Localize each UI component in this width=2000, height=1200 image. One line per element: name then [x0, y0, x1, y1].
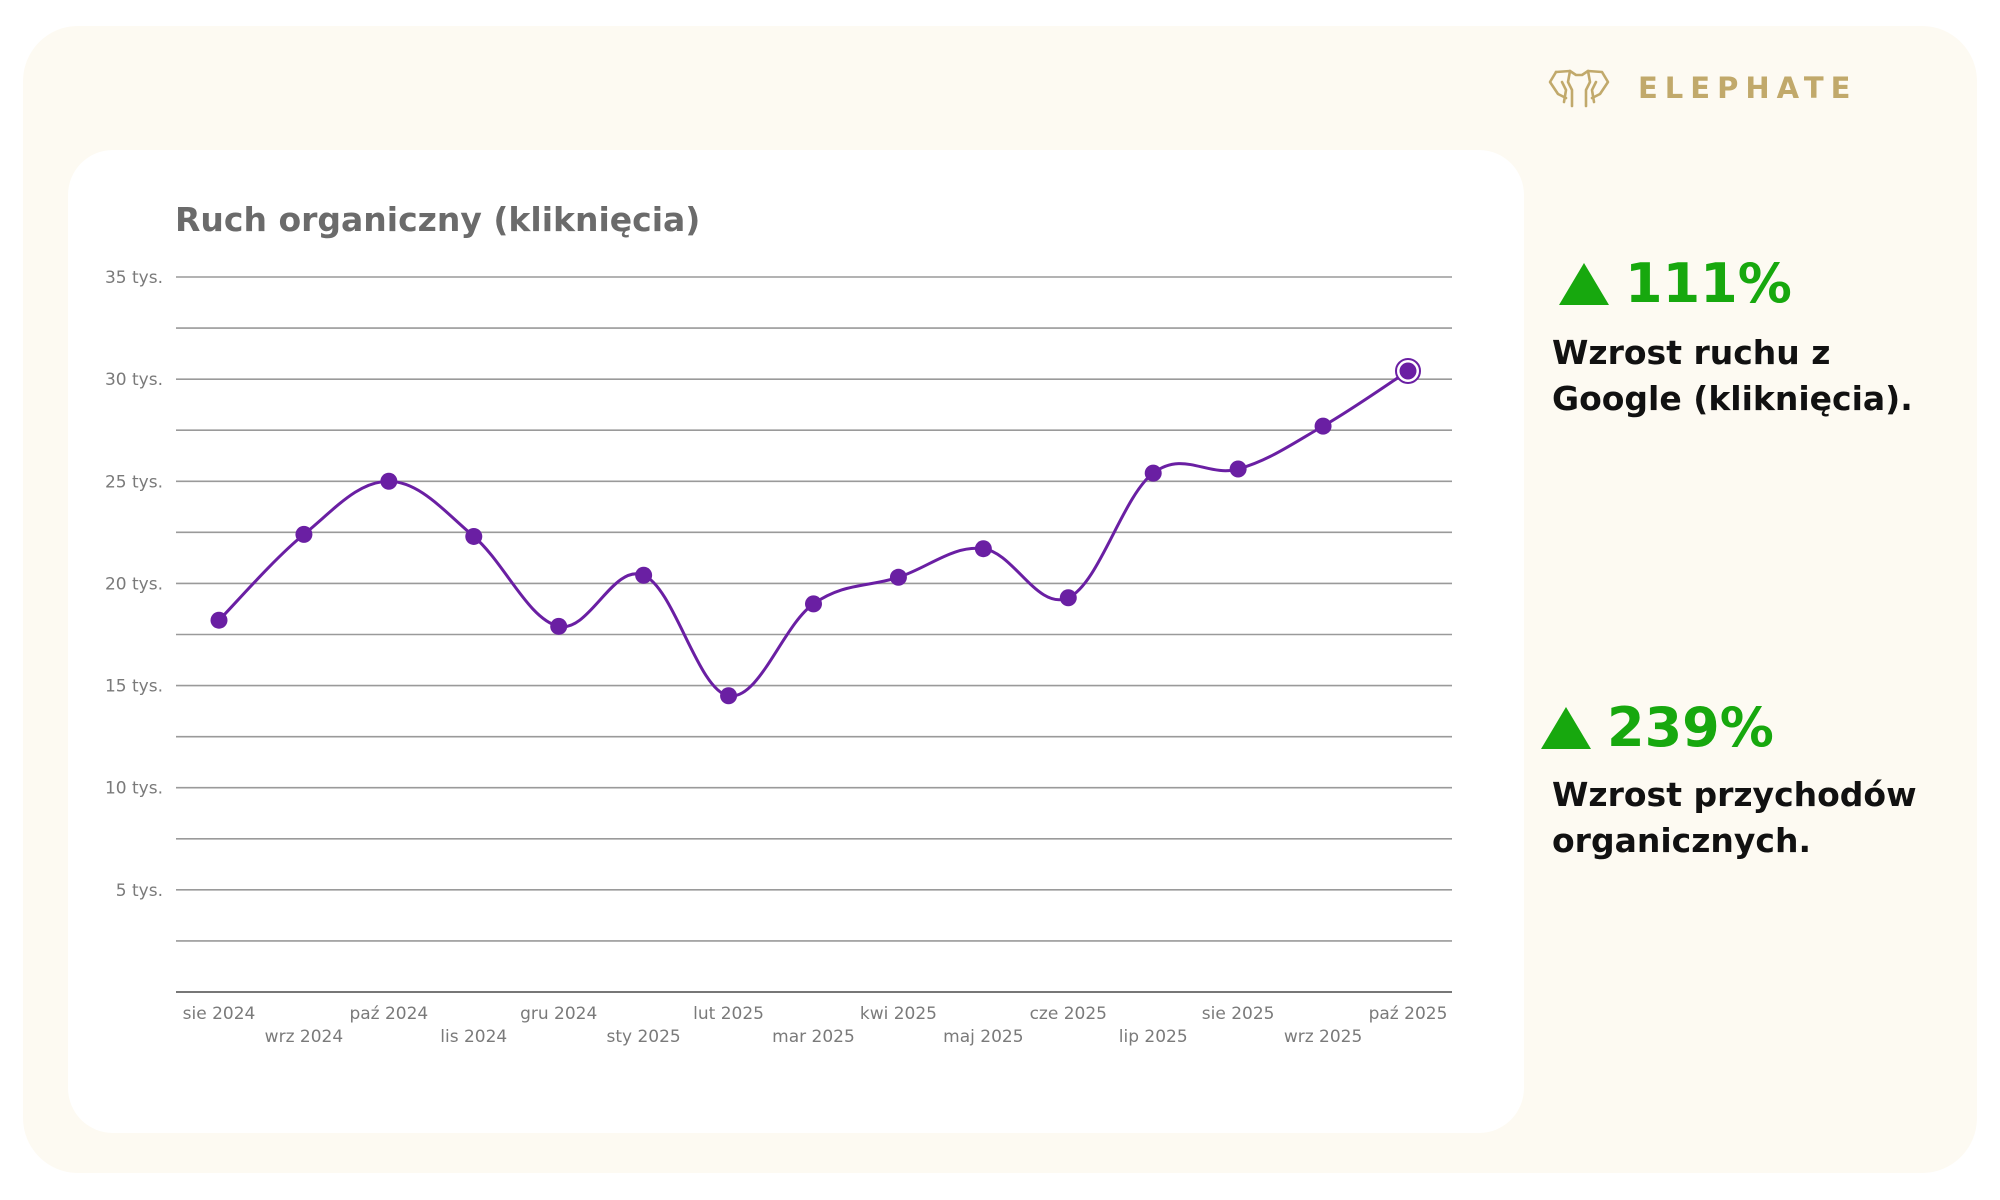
- x-tick-label: gru 2024: [520, 1004, 597, 1024]
- data-point: [1059, 589, 1077, 607]
- data-point: [465, 527, 483, 545]
- data-point: [1229, 460, 1247, 478]
- x-tick-label: wrz 2024: [265, 1027, 343, 1047]
- data-point: [550, 617, 568, 635]
- x-tick-label: lip 2025: [1119, 1027, 1188, 1047]
- series-line: [217, 369, 1409, 698]
- triangle-up-icon: [1541, 706, 1591, 749]
- stat-desc-line: Google (kliknięcia).: [1552, 379, 1913, 418]
- data-point: [805, 595, 822, 613]
- x-tick-label: lut 2025: [693, 1004, 764, 1024]
- data-point: [1144, 464, 1162, 482]
- y-tick-label: 25 tys.: [105, 472, 163, 492]
- data-point: [720, 687, 738, 705]
- x-tick-label: maj 2025: [943, 1027, 1023, 1047]
- x-tick-label: cze 2025: [1030, 1004, 1107, 1024]
- data-point: [380, 472, 398, 490]
- data-point: [889, 568, 907, 586]
- chart-card: [68, 150, 1524, 1133]
- stat-traffic-description: Wzrost ruchu z Google (kliknięcia).: [1552, 330, 1913, 422]
- stat-traffic-growth: 111%: [1559, 252, 1792, 315]
- data-point: [1399, 362, 1417, 380]
- data-point: [1314, 417, 1332, 435]
- x-tick-label: wrz 2025: [1284, 1027, 1362, 1047]
- stat-revenue-growth: 239%: [1541, 696, 1774, 759]
- x-tick-label: paź 2024: [349, 1004, 428, 1024]
- x-tick-label: lis 2024: [440, 1027, 507, 1047]
- elephant-icon: [1548, 69, 1610, 108]
- y-tick-label: 5 tys.: [116, 881, 163, 901]
- data-point: [210, 611, 228, 629]
- stat-revenue-description: Wzrost przychodów organicznych.: [1552, 772, 1917, 864]
- y-tick-label: 35 tys.: [105, 268, 163, 288]
- y-tick-label: 15 tys.: [105, 677, 163, 697]
- y-tick-label: 30 tys.: [105, 370, 163, 390]
- stat-desc-line: organicznych.: [1552, 821, 1812, 860]
- x-tick-label: sie 2025: [1202, 1004, 1275, 1024]
- y-tick-label: 10 tys.: [105, 779, 163, 799]
- x-tick-label: kwi 2025: [860, 1004, 937, 1024]
- x-tick-label: sty 2025: [607, 1027, 681, 1047]
- x-tick-label: mar 2025: [772, 1027, 855, 1047]
- triangle-up-icon: [1559, 262, 1609, 305]
- x-tick-label: paź 2025: [1369, 1004, 1448, 1024]
- stat-desc-line: Wzrost ruchu z: [1552, 333, 1831, 372]
- stat-value: 239%: [1607, 696, 1774, 759]
- chart-title: Ruch organiczny (kliknięcia): [175, 200, 701, 239]
- data-point: [635, 566, 653, 584]
- brand-logo: ELEPHATE: [1548, 66, 1857, 110]
- data-point: [295, 525, 313, 543]
- y-tick-label: 20 tys.: [105, 574, 163, 594]
- data-point: [974, 540, 992, 558]
- stat-value: 111%: [1625, 252, 1792, 315]
- brand-name: ELEPHATE: [1638, 71, 1858, 105]
- x-tick-label: sie 2024: [183, 1004, 256, 1024]
- stat-desc-line: Wzrost przychodów: [1552, 775, 1917, 814]
